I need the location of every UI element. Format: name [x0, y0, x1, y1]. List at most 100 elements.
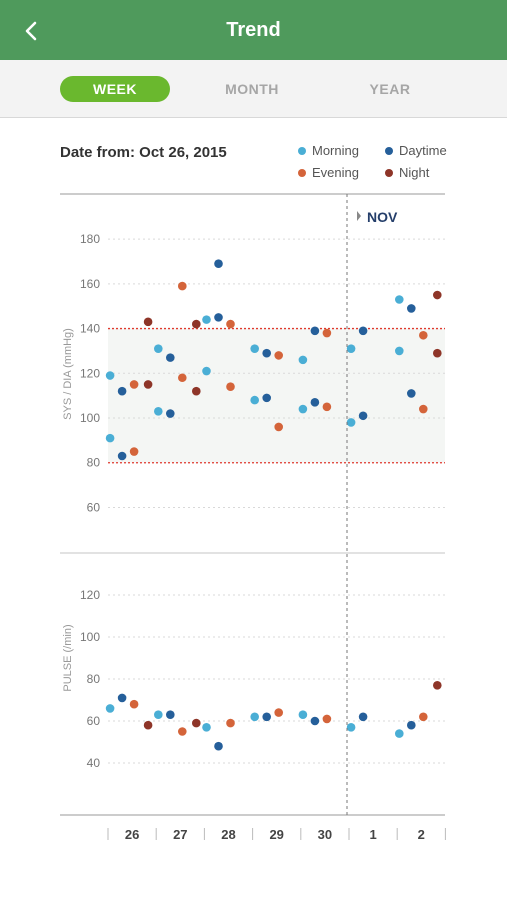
data-point-daytime: [214, 741, 223, 751]
data-point-daytime: [262, 712, 272, 722]
data-point-daytime: [166, 710, 175, 719]
x-tick-label: 2: [418, 827, 425, 842]
data-point-morning: [298, 404, 308, 414]
data-point-night: [433, 681, 442, 690]
period-tabs: WEEK MONTH YEAR: [0, 60, 507, 118]
legend-label: Evening: [312, 165, 359, 180]
data-point-daytime: [117, 693, 127, 703]
y-tick-label: 180: [80, 232, 100, 246]
data-point-night: [192, 386, 201, 396]
target-range-band: [108, 328, 445, 463]
data-point-morning: [154, 710, 163, 719]
legend-label: Daytime: [399, 143, 447, 158]
morning-dot-icon: [298, 146, 306, 155]
data-point-morning: [298, 355, 308, 365]
data-point-night: [143, 317, 153, 327]
night-dot-icon: [385, 168, 393, 177]
data-point-night: [143, 720, 153, 730]
data-point-daytime: [117, 451, 127, 461]
data-point-daytime: [117, 386, 127, 396]
data-point-morning: [395, 346, 404, 356]
data-point-morning: [395, 729, 404, 738]
data-point-morning: [105, 433, 115, 443]
y-tick-label: 120: [80, 588, 100, 602]
chevron-left-icon: [25, 21, 37, 41]
data-point-morning: [395, 295, 404, 304]
back-button[interactable]: [14, 14, 48, 48]
y-tick-label: 80: [87, 672, 101, 686]
data-point-evening: [274, 708, 284, 717]
legend-daytime: Daytime: [385, 143, 447, 158]
data-point-daytime: [310, 716, 320, 726]
data-point-daytime: [166, 409, 175, 418]
data-point-daytime: [310, 398, 320, 407]
data-point-evening: [274, 351, 284, 360]
month-label: NOV: [367, 209, 398, 225]
y-tick-label: 40: [87, 756, 101, 770]
data-point-daytime: [166, 353, 175, 362]
data-point-morning: [105, 371, 115, 380]
data-point-evening: [226, 382, 235, 391]
data-point-morning: [346, 418, 356, 427]
data-point-daytime: [214, 259, 223, 269]
y-tick-label: 100: [80, 411, 100, 425]
data-point-daytime: [262, 393, 272, 403]
data-point-evening: [178, 373, 187, 383]
data-point-night: [192, 718, 201, 728]
data-point-morning: [250, 395, 259, 405]
data-point-night: [433, 348, 442, 358]
data-point-daytime: [358, 712, 368, 722]
page-title: Trend: [226, 18, 281, 41]
data-point-evening: [129, 447, 139, 456]
data-point-night: [433, 290, 442, 300]
y-tick-label: 80: [87, 456, 101, 470]
data-point-evening: [322, 328, 332, 338]
y-tick-label: 120: [80, 366, 100, 380]
data-point-evening: [129, 380, 139, 389]
data-point-morning: [154, 344, 163, 353]
y-axis-title: PULSE (/min): [62, 624, 74, 691]
legend-morning: Morning: [298, 143, 359, 158]
data-point-evening: [419, 712, 428, 722]
y-tick-label: 160: [80, 277, 100, 291]
evening-dot-icon: [298, 168, 306, 177]
y-tick-label: 60: [87, 500, 101, 514]
data-point-morning: [154, 406, 163, 416]
data-point-evening: [322, 714, 332, 724]
app-header: Trend: [0, 0, 507, 60]
data-point-morning: [202, 723, 211, 732]
daytime-dot-icon: [385, 146, 393, 155]
y-axis-title: SYS / DIA (mmHg): [62, 328, 74, 420]
tab-year[interactable]: YEAR: [369, 81, 411, 97]
data-point-daytime: [358, 411, 368, 421]
data-point-daytime: [407, 720, 416, 730]
y-tick-label: 140: [80, 322, 100, 336]
data-point-night: [192, 319, 201, 329]
data-point-evening: [419, 330, 428, 340]
data-point-evening: [178, 727, 187, 736]
data-point-evening: [419, 404, 428, 414]
tab-month[interactable]: MONTH: [225, 81, 279, 97]
data-point-morning: [250, 344, 259, 353]
data-point-morning: [250, 712, 259, 722]
legend-evening: Evening: [298, 165, 359, 180]
data-point-daytime: [407, 304, 416, 313]
data-point-morning: [202, 366, 211, 376]
data-point-daytime: [310, 326, 320, 336]
data-point-morning: [346, 344, 356, 353]
data-point-evening: [129, 699, 139, 709]
data-point-evening: [226, 319, 235, 329]
data-point-daytime: [407, 389, 416, 398]
data-point-daytime: [358, 326, 368, 336]
x-tick-label: 26: [125, 827, 139, 842]
y-tick-label: 60: [87, 714, 101, 728]
data-point-morning: [298, 710, 308, 719]
x-tick-label: 30: [318, 827, 332, 842]
data-point-daytime: [214, 313, 223, 322]
x-tick-label: 1: [369, 827, 376, 842]
x-tick-label: 28: [221, 827, 235, 842]
y-tick-label: 100: [80, 630, 100, 644]
tab-week[interactable]: WEEK: [60, 76, 170, 102]
data-point-night: [143, 380, 153, 389]
